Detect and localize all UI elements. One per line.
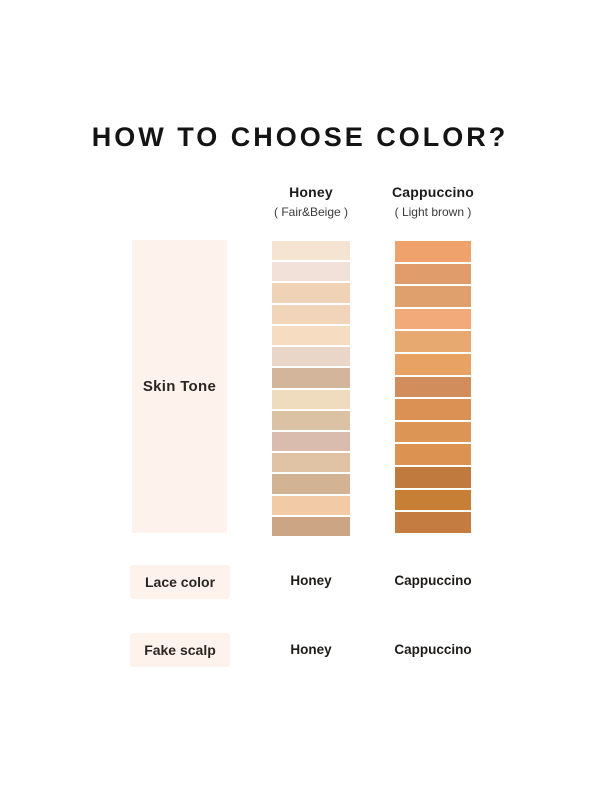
honey-swatch: [272, 495, 350, 515]
cappuccino-swatch: [395, 263, 471, 285]
honey-swatch-column: [272, 241, 350, 537]
lace-color-chip: Lace color: [130, 565, 230, 599]
honey-swatch: [272, 410, 350, 430]
cappuccino-swatch: [395, 286, 471, 307]
fake-scalp-honey-value: Honey: [290, 642, 332, 657]
cappuccino-column-subtitle: ( Light brown ): [394, 205, 472, 219]
honey-swatch: [272, 304, 350, 324]
lace-color-cappuccino-value: Cappuccino: [394, 573, 472, 588]
honey-column-name: Honey: [289, 184, 333, 200]
cappuccino-swatch: [395, 241, 471, 262]
cappuccino-swatch: [395, 354, 471, 375]
cappuccino-swatch: [395, 444, 471, 466]
honey-swatch: [272, 431, 350, 452]
lace-color-honey-value: Honey: [290, 573, 332, 588]
cappuccino-swatch: [395, 399, 471, 420]
lace-color-label: Lace color: [144, 574, 216, 590]
honey-swatch: [272, 241, 350, 261]
column-header-honey: Honey ( Fair&Beige ): [246, 184, 376, 219]
skin-tone-panel: Skin Tone: [132, 240, 227, 533]
cappuccino-swatch: [395, 331, 471, 353]
honey-swatch: [272, 325, 350, 346]
cappuccino-swatch: [395, 489, 471, 511]
honey-swatch: [272, 474, 350, 494]
honey-swatch: [272, 347, 350, 367]
cappuccino-swatch-column: [395, 241, 471, 533]
fake-scalp-cappuccino-value: Cappuccino: [394, 642, 472, 657]
honey-column-subtitle: ( Fair&Beige ): [273, 205, 349, 219]
honey-swatch: [272, 389, 350, 409]
fake-scalp-chip: Fake scalp: [130, 633, 230, 667]
honey-swatch: [272, 262, 350, 282]
page-title: HOW TO CHOOSE COLOR?: [91, 122, 509, 152]
cappuccino-swatch: [395, 467, 471, 488]
cappuccino-column-name: Cappuccino: [391, 184, 475, 200]
column-header-cappuccino: Cappuccino ( Light brown ): [368, 184, 498, 219]
cappuccino-swatch: [395, 421, 471, 443]
honey-swatch: [272, 283, 350, 303]
fake-scalp-label: Fake scalp: [144, 642, 216, 658]
honey-swatch: [272, 516, 350, 537]
skin-tone-label: Skin Tone: [142, 378, 217, 395]
honey-swatch: [272, 368, 350, 388]
honey-swatch: [272, 453, 350, 473]
cappuccino-swatch: [395, 376, 471, 398]
cappuccino-swatch: [395, 512, 471, 533]
cappuccino-swatch: [395, 308, 471, 330]
